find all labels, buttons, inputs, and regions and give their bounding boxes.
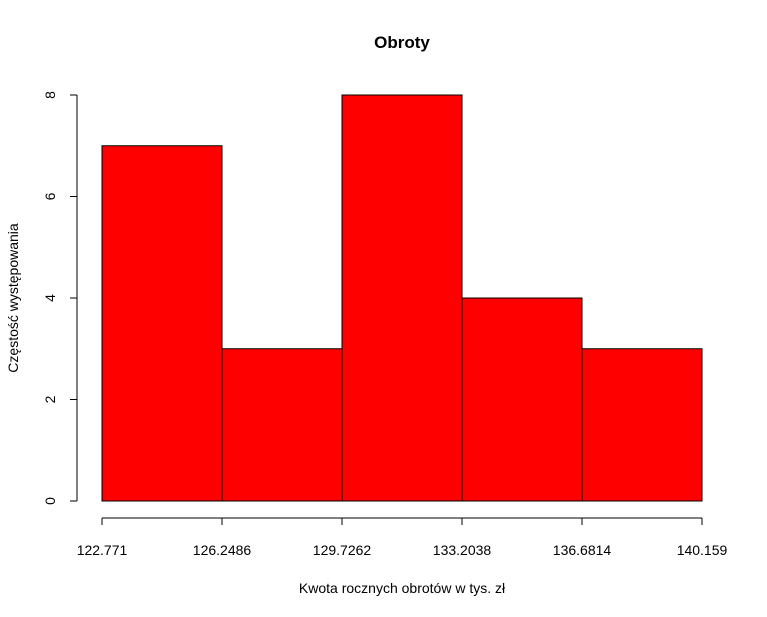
y-tick-label-3: 6 (42, 192, 58, 200)
histogram-bar-0 (101, 145, 223, 502)
x-tick-label-5: 140.159 (677, 542, 728, 558)
y-axis: 0 2 4 6 8 (42, 91, 78, 505)
bars-group (101, 94, 703, 502)
y-tick-label-2: 4 (42, 294, 58, 302)
histogram-bar-4 (581, 348, 703, 502)
x-axis: 122.771 126.2486 129.7262 133.2038 136.6814 1… (77, 517, 728, 558)
histogram-bar-3 (461, 297, 583, 502)
x-tick-label-3: 133.2038 (433, 542, 492, 558)
chart-title: Obroty (374, 33, 430, 52)
y-tick-label-4: 8 (42, 91, 58, 99)
x-tick-label-0: 122.771 (77, 542, 128, 558)
x-tick-label-4: 136.6814 (553, 542, 612, 558)
histogram-bar-1 (221, 348, 343, 502)
x-tick-label-2: 129.7262 (313, 542, 372, 558)
y-tick-label-1: 2 (42, 395, 58, 403)
x-tick-label-1: 126.2486 (193, 542, 252, 558)
y-tick-label-0: 0 (42, 497, 58, 505)
x-axis-label: Kwota rocznych obrotów w tys. zł (299, 580, 506, 596)
histogram-bar-2 (341, 94, 463, 502)
y-axis-label: Częstość występowania (5, 223, 21, 373)
